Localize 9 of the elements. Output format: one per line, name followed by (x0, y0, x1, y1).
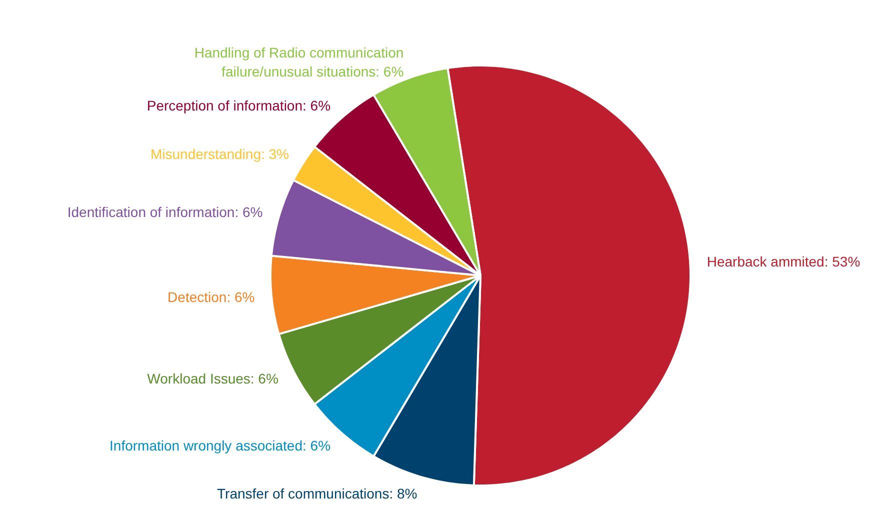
slice-label: Workload Issues: 6% (147, 370, 278, 386)
slice-label: Perception of information: 6% (146, 97, 331, 114)
slice-label: Identification of information: 6% (67, 204, 263, 220)
slice-label: Misunderstanding: 3% (150, 146, 290, 162)
slice-label: Handling of Radio communication failure/unusual situations: 6% (194, 44, 404, 80)
slice-label: Hearback ammited: 53% (706, 253, 860, 270)
slice-label: Information wrongly associated: 6% (110, 438, 331, 454)
slice-label: Detection: 6% (168, 288, 255, 305)
slice-label: Transfer of communications: 8% (217, 485, 418, 502)
